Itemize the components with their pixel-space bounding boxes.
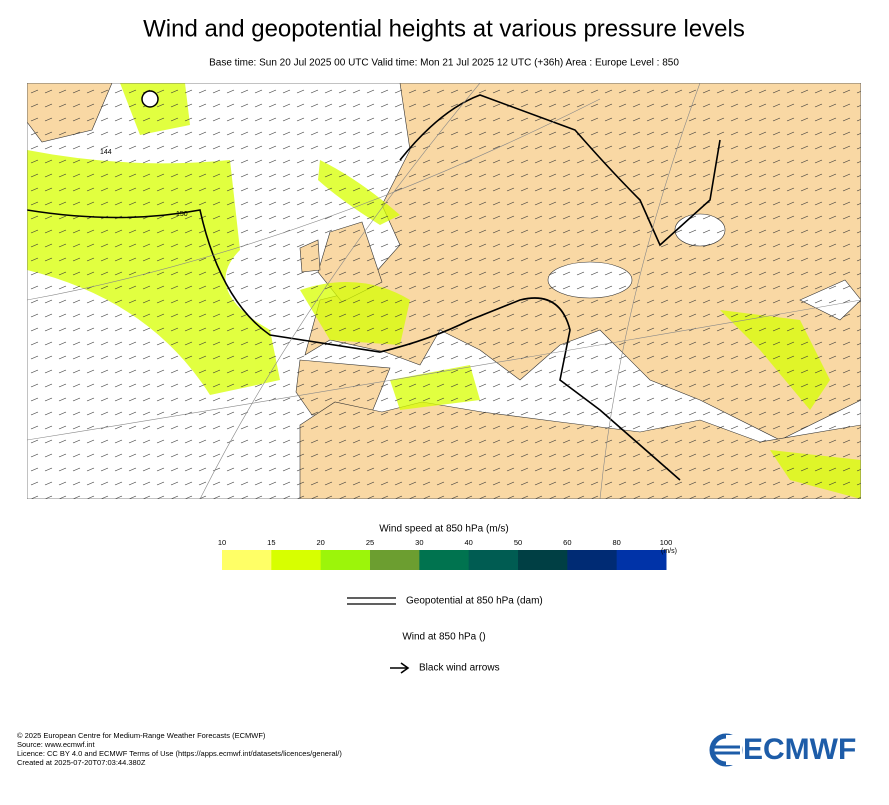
logo-text: ECMWF [743,733,856,766]
footer-line: © 2025 European Centre for Medium-Range … [17,731,266,740]
colorbar-tick-label: 30 [415,538,423,547]
colorbar-segment [370,550,420,570]
colorbar-unit: (m/s) [661,548,677,555]
legend-label: Black wind arrows [419,663,500,674]
legend: Geopotential at 850 hPa (dam) Wind at 85… [347,596,543,674]
colorbar-segment [271,550,322,570]
contour-label: 144 [100,149,112,156]
colorbar-tick-label: 40 [464,538,472,547]
footer-line: Created at 2025-07-20T07:03:44.380Z [17,758,146,767]
colorbar-tick-label: 25 [366,538,374,547]
colorbar-segment [567,550,618,570]
colorbar-segment [222,550,272,570]
colorbar-tick-label: 60 [563,538,571,547]
colorbar-tick-label: 15 [267,538,275,547]
colorbar-tick-label: 100 [660,538,673,547]
colorbar-tick-label: 50 [514,538,522,547]
colorbar-tick-label: 20 [316,538,324,547]
contour-label: 150 [176,211,188,218]
legend-label: Geopotential at 850 hPa (dam) [406,596,543,607]
footer: © 2025 European Centre for Medium-Range … [17,731,342,767]
map: 150 144 [27,83,861,499]
colorbar-tick-label: 10 [218,538,226,547]
legend-label: Wind at 850 hPa () [402,632,485,643]
colorbar: 10 15 20 25 30 40 50 60 80 100 [218,538,672,570]
colorbar-tick-label: 80 [612,538,620,547]
footer-line: Source: www.ecmwf.int [17,740,95,749]
colorbar-title: Wind speed at 850 hPa (m/s) [379,524,509,535]
title: Wind and geopotential heights at various… [143,15,745,42]
subtitle: Base time: Sun 20 Jul 2025 00 UTC Valid … [209,58,679,69]
footer-line: Licence: CC BY 4.0 and ECMWF Terms of Us… [17,749,342,758]
logo: ECMWF [709,733,856,767]
colorbar-segment [518,550,568,570]
colorbar-segment [320,550,371,570]
colorbar-segment [468,550,519,570]
colorbar-segment [419,550,470,570]
colorbar-segment [616,550,667,570]
